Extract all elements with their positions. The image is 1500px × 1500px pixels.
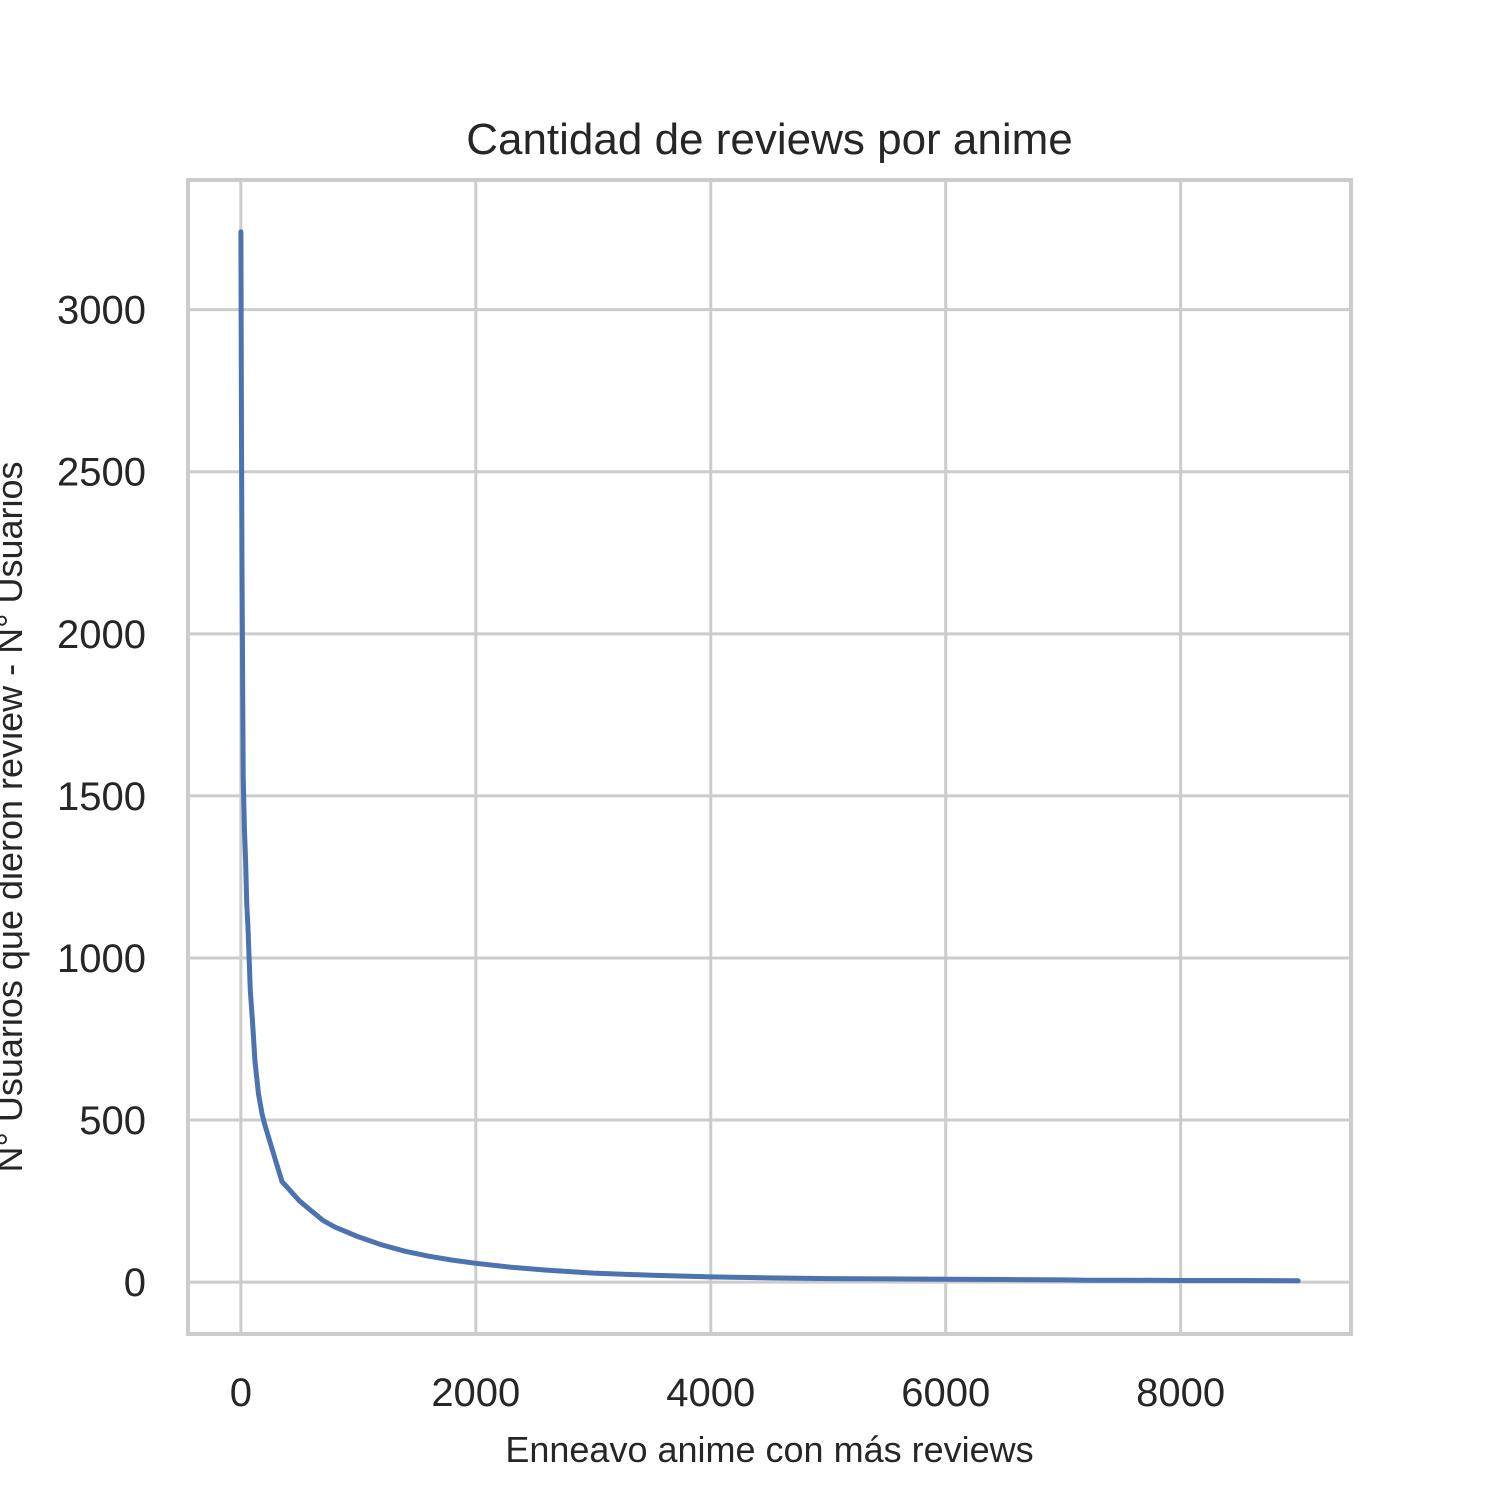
y-tick-labels: 0 500 1000 1500 2000 2500 3000 — [57, 289, 146, 1305]
y-axis-label: N° Usuarios que dieron review - N° Usuar… — [0, 461, 30, 1172]
x-tick-label: 8000 — [1136, 1371, 1225, 1415]
y-tick-label: 1000 — [57, 937, 146, 981]
x-tick-label: 0 — [230, 1371, 252, 1415]
x-tick-label: 6000 — [901, 1371, 990, 1415]
series-line — [238, 229, 1301, 1284]
x-tick-labels: 0 2000 4000 6000 8000 — [230, 1371, 1225, 1415]
chart-title: Cantidad de reviews por anime — [466, 115, 1073, 164]
y-tick-label: 1500 — [57, 775, 146, 819]
x-tick-label: 4000 — [666, 1371, 755, 1415]
y-tick-label: 3000 — [57, 289, 146, 333]
x-tick-label: 2000 — [431, 1371, 520, 1415]
y-tick-label: 2500 — [57, 451, 146, 495]
x-axis-label: Enneavo anime con más reviews — [505, 1429, 1033, 1470]
grid-lines — [188, 180, 1351, 1334]
y-tick-label: 0 — [124, 1261, 146, 1305]
y-tick-label: 2000 — [57, 613, 146, 657]
plot-frame — [186, 178, 1353, 1336]
y-tick-label: 500 — [79, 1099, 146, 1143]
